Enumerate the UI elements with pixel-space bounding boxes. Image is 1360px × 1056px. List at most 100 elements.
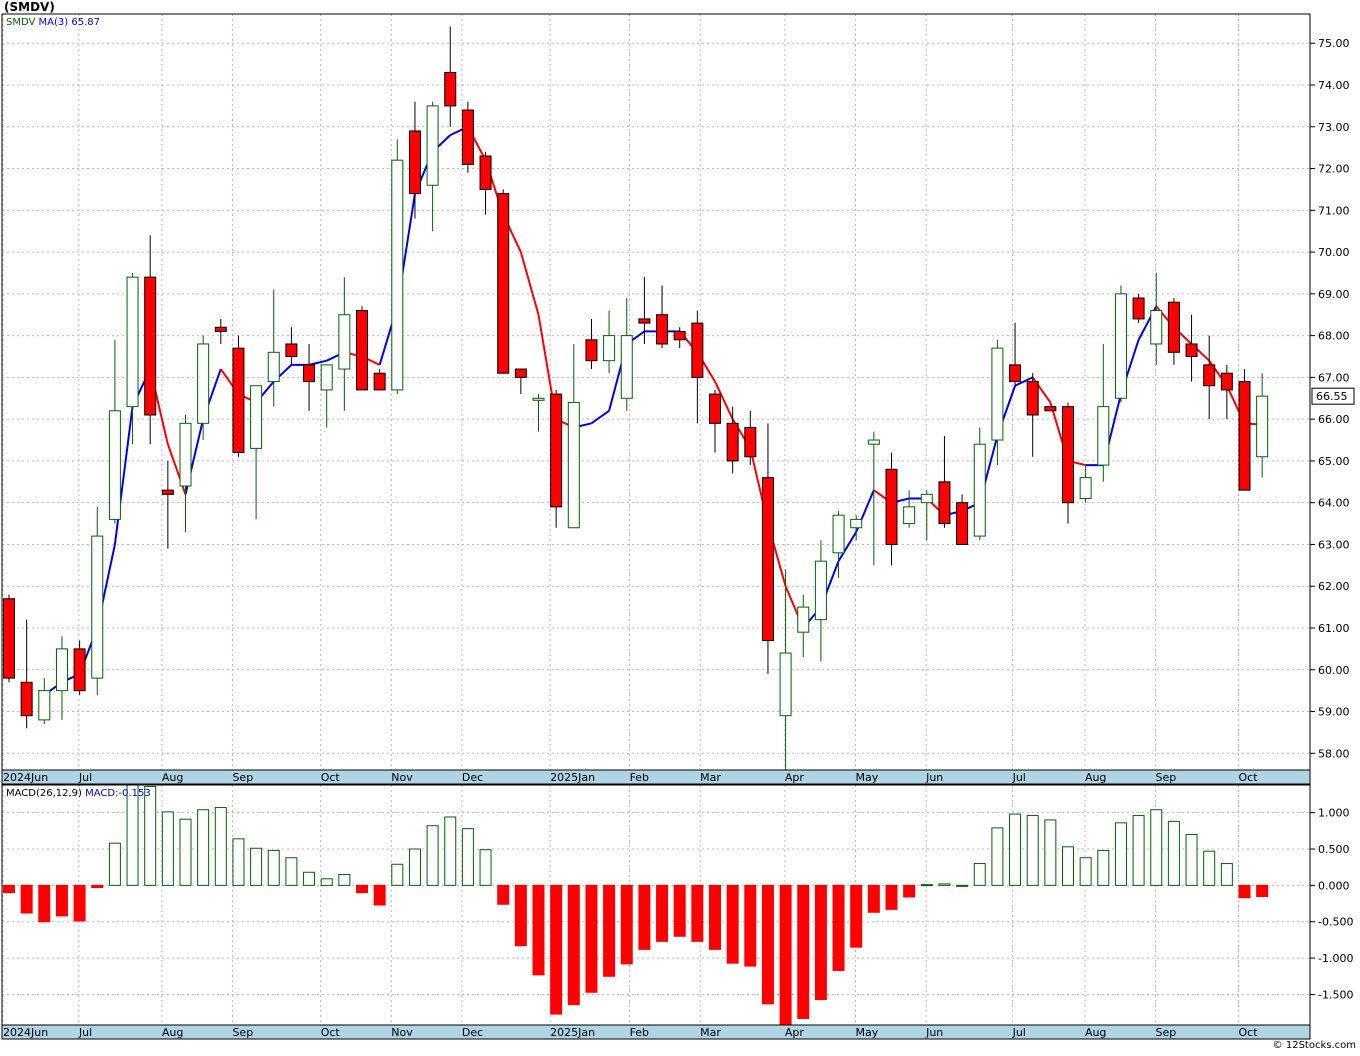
candle-body bbox=[744, 427, 757, 458]
macd-x-label: Jul bbox=[1012, 1026, 1026, 1039]
price-x-axis-band bbox=[1, 769, 1311, 785]
price-x-label: Aug bbox=[162, 771, 183, 784]
macd-legend: MACD(26,12,9) MACD:-0.153 bbox=[6, 788, 151, 799]
macd-bar bbox=[108, 842, 121, 886]
macd-bar bbox=[479, 849, 492, 886]
ma-line-segment bbox=[590, 409, 610, 425]
macd-bar bbox=[20, 884, 33, 914]
candle-body bbox=[1097, 406, 1110, 466]
watermark: © 12Stocks.com bbox=[1272, 1040, 1356, 1051]
macd-bar bbox=[1009, 813, 1022, 886]
macd-bar bbox=[461, 828, 474, 886]
candle-body bbox=[532, 397, 545, 401]
macd-bar bbox=[885, 884, 898, 910]
macd-bar bbox=[638, 884, 651, 950]
candle-body bbox=[603, 335, 616, 362]
candle-body bbox=[567, 401, 580, 529]
price-y-tick-label: 62.00 bbox=[1318, 580, 1350, 593]
macd-bar bbox=[797, 884, 810, 1019]
candle-body bbox=[1114, 293, 1127, 399]
macd-bar bbox=[232, 838, 245, 886]
candle-body bbox=[1167, 301, 1180, 353]
candle-body bbox=[356, 310, 368, 391]
candle-body bbox=[656, 314, 669, 345]
macd-x-label: Dec bbox=[462, 1026, 483, 1039]
price-x-label: Oct bbox=[1239, 771, 1259, 784]
candle-body bbox=[850, 518, 863, 529]
candle-body bbox=[867, 439, 880, 445]
macd-y-tick-label: 0.000 bbox=[1318, 879, 1350, 892]
price-x-label: May bbox=[855, 771, 878, 784]
macd-y-tick-label: 0.500 bbox=[1318, 843, 1350, 856]
macd-bar bbox=[991, 827, 1004, 886]
macd-bar bbox=[320, 878, 333, 886]
macd-bar bbox=[373, 884, 386, 906]
candle-body bbox=[1203, 364, 1216, 387]
macd-y-tick-label: -0.500 bbox=[1318, 916, 1353, 929]
legend-ma: MA(3) 65.87 bbox=[39, 17, 100, 28]
candle-body bbox=[779, 652, 792, 717]
macd-y-tick-label: 1.000 bbox=[1318, 807, 1350, 820]
macd-bar bbox=[814, 884, 827, 1001]
price-y-tick-label: 64.00 bbox=[1318, 497, 1350, 510]
macd-x-label: Sep bbox=[232, 1026, 253, 1039]
candle-body bbox=[214, 326, 227, 332]
candle-body bbox=[832, 514, 845, 554]
macd-bar bbox=[779, 884, 792, 1025]
ma-line-segment bbox=[1014, 376, 1034, 387]
price-x-label: Nov bbox=[391, 771, 413, 784]
macd-bar bbox=[497, 884, 510, 905]
price-x-label: 2025Jan bbox=[550, 771, 595, 784]
candle-body bbox=[232, 347, 245, 454]
macd-bar bbox=[197, 809, 210, 886]
macd-bar bbox=[126, 784, 139, 886]
candle-body bbox=[144, 276, 157, 416]
last-price-tag bbox=[1311, 387, 1355, 405]
price-x-label: Apr bbox=[785, 771, 805, 784]
price-x-label: Jul bbox=[1012, 771, 1026, 784]
macd-x-label: Mar bbox=[700, 1026, 721, 1039]
price-x-label: Dec bbox=[462, 771, 483, 784]
candle-body bbox=[267, 351, 280, 383]
macd-bar bbox=[1097, 849, 1110, 886]
candle-body bbox=[550, 393, 563, 508]
last-price-label: 66.55 bbox=[1316, 390, 1348, 403]
macd-bar bbox=[603, 884, 616, 977]
macd-bar bbox=[426, 825, 439, 886]
price-y-tick-label: 60.00 bbox=[1318, 664, 1350, 677]
macd-bar bbox=[1256, 884, 1269, 897]
macd-x-label: Nov bbox=[391, 1026, 413, 1039]
macd-bar bbox=[691, 884, 704, 942]
macd-bar bbox=[1185, 833, 1198, 886]
candle-body bbox=[197, 343, 210, 424]
macd-bar bbox=[338, 873, 351, 886]
candle-body bbox=[1026, 381, 1039, 416]
macd-bar bbox=[55, 884, 68, 917]
candle-body bbox=[1256, 395, 1269, 458]
candle-body bbox=[1220, 372, 1233, 391]
ma-line-segment bbox=[714, 381, 734, 420]
candle-body bbox=[1132, 297, 1145, 320]
macd-legend-label: MACD(26,12,9) bbox=[6, 788, 85, 799]
macd-x-label: 2025Jan bbox=[550, 1026, 595, 1039]
price-x-label: Feb bbox=[630, 771, 649, 784]
macd-bar bbox=[585, 884, 598, 993]
macd-bar bbox=[1238, 884, 1251, 899]
candle-body bbox=[920, 493, 933, 504]
macd-x-axis-band bbox=[1, 1024, 1311, 1040]
macd-bar bbox=[179, 818, 192, 886]
candle-body bbox=[1185, 343, 1198, 357]
price-y-tick-label: 65.00 bbox=[1318, 455, 1350, 468]
candle-body bbox=[903, 506, 916, 525]
macd-bar bbox=[1026, 815, 1039, 886]
macd-bar bbox=[356, 884, 368, 894]
macd-bar bbox=[1167, 820, 1180, 886]
candle-body bbox=[673, 330, 686, 341]
macd-bar bbox=[38, 884, 51, 923]
candle-body bbox=[250, 385, 263, 449]
price-y-tick-label: 72.00 bbox=[1318, 163, 1350, 176]
candle-body bbox=[814, 560, 827, 621]
macd-x-label: Oct bbox=[321, 1026, 341, 1039]
ma-line-segment bbox=[308, 359, 327, 366]
macd-bar bbox=[903, 884, 916, 898]
